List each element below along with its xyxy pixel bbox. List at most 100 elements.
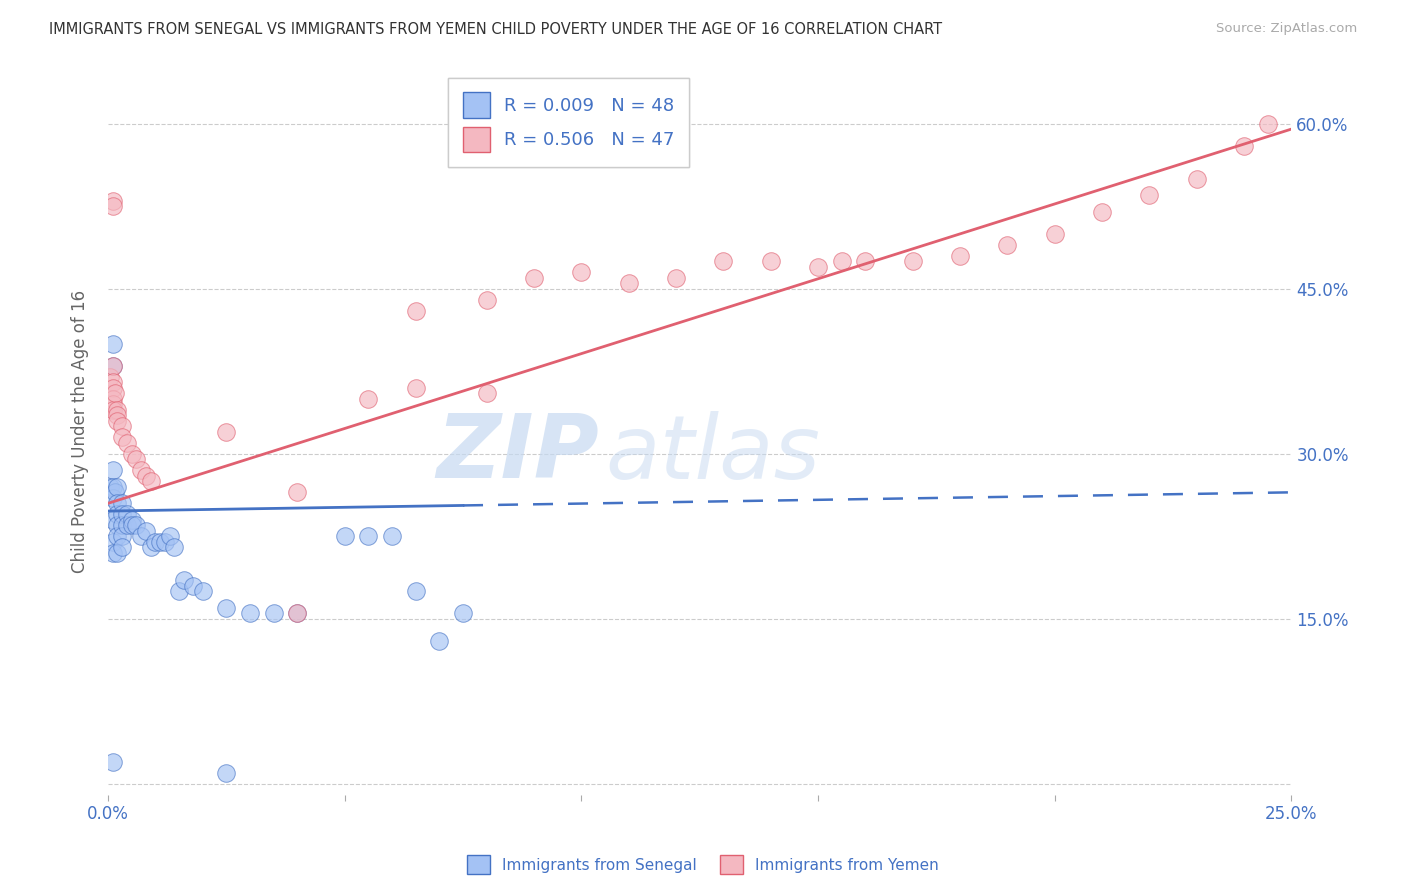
Text: Source: ZipAtlas.com: Source: ZipAtlas.com <box>1216 22 1357 36</box>
Point <box>101 534 124 549</box>
Point <box>135 468 157 483</box>
Point <box>215 766 238 780</box>
Point <box>451 607 474 621</box>
Point <box>357 392 380 406</box>
Point <box>101 336 124 351</box>
Point <box>149 534 172 549</box>
Point <box>115 435 138 450</box>
Text: ZIP: ZIP <box>436 410 599 497</box>
Point <box>285 485 308 500</box>
Point <box>143 534 166 549</box>
Point <box>997 237 1019 252</box>
Point <box>111 529 134 543</box>
Point <box>101 199 124 213</box>
Point <box>121 513 143 527</box>
Point <box>101 376 124 390</box>
Point <box>121 518 143 533</box>
Point <box>129 529 152 543</box>
Point <box>285 607 308 621</box>
Point <box>405 303 427 318</box>
Point <box>101 480 124 494</box>
Point <box>125 452 148 467</box>
Point <box>163 541 186 555</box>
Point <box>107 546 129 560</box>
Point <box>523 270 546 285</box>
Point <box>101 359 124 373</box>
Point <box>173 574 195 588</box>
Point <box>665 270 688 285</box>
Point <box>475 293 498 307</box>
Point <box>1139 188 1161 202</box>
Point <box>101 397 124 411</box>
Point <box>1257 117 1279 131</box>
Point <box>333 529 356 543</box>
Point <box>475 386 498 401</box>
Point <box>759 254 782 268</box>
Point <box>215 425 238 439</box>
Point <box>285 607 308 621</box>
Point <box>181 579 204 593</box>
Point <box>111 518 134 533</box>
Point <box>139 541 162 555</box>
Point <box>263 607 285 621</box>
Point <box>111 508 134 522</box>
Point <box>101 491 124 505</box>
Point <box>239 607 262 621</box>
Point <box>121 447 143 461</box>
Point <box>405 381 427 395</box>
Point <box>125 518 148 533</box>
Point <box>949 249 972 263</box>
Point <box>107 402 129 417</box>
Point <box>115 508 138 522</box>
Point <box>101 402 124 417</box>
Point <box>1043 227 1066 241</box>
Point <box>107 409 129 423</box>
Point <box>101 392 124 406</box>
Point <box>153 534 176 549</box>
Point <box>617 276 640 290</box>
Point <box>357 529 380 543</box>
Point <box>104 485 127 500</box>
Point <box>101 359 124 373</box>
Point <box>101 463 124 477</box>
Point <box>101 755 124 769</box>
Point <box>381 529 404 543</box>
Point <box>831 254 853 268</box>
Point <box>1091 204 1114 219</box>
Point <box>101 194 124 208</box>
Point <box>101 546 124 560</box>
Legend: Immigrants from Senegal, Immigrants from Yemen: Immigrants from Senegal, Immigrants from… <box>461 849 945 880</box>
Point <box>107 480 129 494</box>
Point <box>111 496 134 510</box>
Point <box>167 584 190 599</box>
Point <box>101 513 124 527</box>
Point <box>107 529 129 543</box>
Point <box>98 480 121 494</box>
Point <box>107 496 129 510</box>
Point <box>713 254 735 268</box>
Point <box>101 381 124 395</box>
Point <box>111 430 134 444</box>
Point <box>405 584 427 599</box>
Point <box>98 369 121 384</box>
Point <box>569 265 592 279</box>
Point <box>135 524 157 538</box>
Point <box>104 386 127 401</box>
Point <box>107 508 129 522</box>
Point <box>159 529 181 543</box>
Text: atlas: atlas <box>605 410 820 497</box>
Legend: R = 0.009   N = 48, R = 0.506   N = 47: R = 0.009 N = 48, R = 0.506 N = 47 <box>449 78 689 167</box>
Point <box>215 601 238 615</box>
Point <box>129 463 152 477</box>
Point <box>855 254 877 268</box>
Point <box>427 634 450 648</box>
Text: IMMIGRANTS FROM SENEGAL VS IMMIGRANTS FROM YEMEN CHILD POVERTY UNDER THE AGE OF : IMMIGRANTS FROM SENEGAL VS IMMIGRANTS FR… <box>49 22 942 37</box>
Point <box>107 414 129 428</box>
Point <box>115 518 138 533</box>
Point <box>111 419 134 434</box>
Point <box>107 518 129 533</box>
Point <box>807 260 830 274</box>
Point <box>139 475 162 489</box>
Point <box>901 254 924 268</box>
Point <box>1185 171 1208 186</box>
